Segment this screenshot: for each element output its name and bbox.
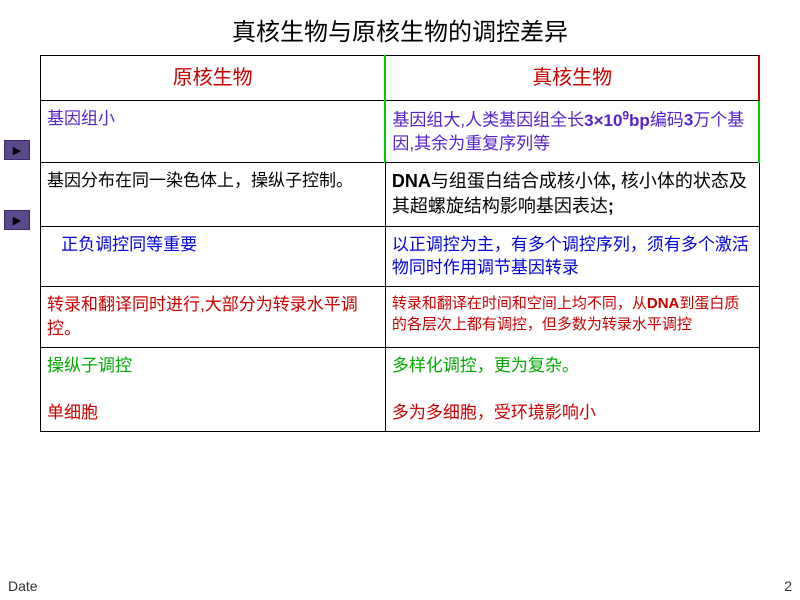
table-body: 基因组小基因组大,人类基因组全长3×109bp编码3万个基因,其余为重复序列等基… xyxy=(41,101,760,432)
table-row: 基因组小基因组大,人类基因组全长3×109bp编码3万个基因,其余为重复序列等 xyxy=(41,101,760,163)
cell-left: 操纵子调控单细胞 xyxy=(41,347,386,431)
cell-right: 以正调控为主，有多个调控序列，须有多个激活物同时作用调节基因转录 xyxy=(385,226,759,287)
cell-left: 基因分布在同一染色体上，操纵子控制。 xyxy=(41,163,386,226)
slide-title: 真核生物与原核生物的调控差异 xyxy=(0,0,800,55)
cell-left: 基因组小 xyxy=(41,101,386,163)
table-row: 转录和翻译同时进行,大部分为转录水平调控。转录和翻译在时间和空间上均不同，从DN… xyxy=(41,287,760,348)
cell-right: DNA与组蛋白结合成核小体, 核小体的状态及其超螺旋结构影响基因表达; xyxy=(385,163,759,226)
cell-right: 多样化调控，更为复杂。多为多细胞，受环境影响小 xyxy=(385,347,759,431)
header-eukaryote: 真核生物 xyxy=(385,56,759,101)
cell-right: 转录和翻译在时间和空间上均不同，从DNA到蛋白质的各层次上都有调控，但多数为转录… xyxy=(385,287,759,348)
footer-bar: Date 2 xyxy=(8,578,792,594)
footer-page-number: 2 xyxy=(784,578,792,594)
footer-date: Date xyxy=(8,578,38,594)
cell-left: 转录和翻译同时进行,大部分为转录水平调控。 xyxy=(41,287,386,348)
table-row: 基因分布在同一染色体上，操纵子控制。DNA与组蛋白结合成核小体, 核小体的状态及… xyxy=(41,163,760,226)
cell-left: 正负调控同等重要 xyxy=(41,226,386,287)
cell-right: 基因组大,人类基因组全长3×109bp编码3万个基因,其余为重复序列等 xyxy=(385,101,759,163)
table-row: 操纵子调控单细胞多样化调控，更为复杂。多为多细胞，受环境影响小 xyxy=(41,347,760,431)
table-row: 正负调控同等重要以正调控为主，有多个调控序列，须有多个激活物同时作用调节基因转录 xyxy=(41,226,760,287)
nav-next-button[interactable]: ▶ xyxy=(4,210,30,230)
table-header-row: 原核生物 真核生物 xyxy=(41,56,760,101)
nav-buttons: ▶ ▶ xyxy=(4,140,30,280)
header-prokaryote: 原核生物 xyxy=(41,56,386,101)
comparison-table: 原核生物 真核生物 基因组小基因组大,人类基因组全长3×109bp编码3万个基因… xyxy=(40,55,760,432)
nav-prev-button[interactable]: ▶ xyxy=(4,140,30,160)
